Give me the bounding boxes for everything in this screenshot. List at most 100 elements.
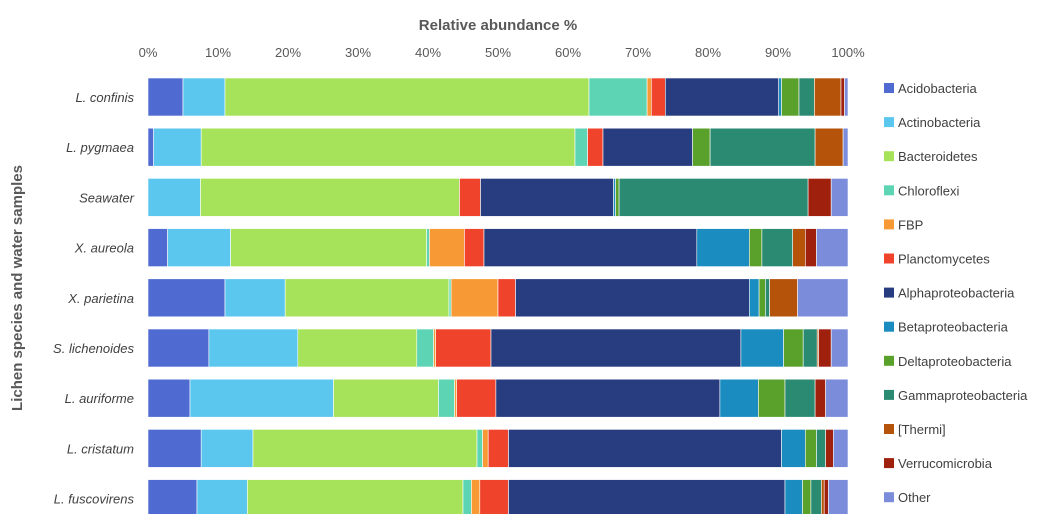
category-label: L. pygmaea xyxy=(66,140,134,155)
bar-segment xyxy=(587,127,604,167)
bar-segment xyxy=(758,378,786,418)
bar-segment xyxy=(200,429,254,468)
category-label: L. fuscovirens xyxy=(54,492,135,507)
bar-segment xyxy=(832,429,849,468)
bar-segment xyxy=(416,328,434,368)
bar-segment xyxy=(462,479,472,514)
legend-swatch xyxy=(884,287,894,298)
bar-segment xyxy=(438,378,455,418)
x-tick-label: 0% xyxy=(139,45,158,60)
bar-segment xyxy=(783,328,804,368)
bar-segment xyxy=(167,228,231,267)
category-labels: L. confinis L. pygmaea Seawater X. aureola X… xyxy=(53,90,135,507)
bar-segment xyxy=(456,378,497,418)
bar-segment xyxy=(497,278,516,318)
category-label: S. lichenoides xyxy=(53,341,134,356)
bar-segment xyxy=(482,429,489,468)
legend-label: Alphaproteobacteria xyxy=(898,286,1015,301)
bar-segment xyxy=(200,127,576,167)
bar-segment xyxy=(804,429,817,468)
legend-label: Verrucomicrobia xyxy=(898,456,993,471)
legend-label: Chloroflexi xyxy=(898,183,960,198)
x-tick-label: 30% xyxy=(345,45,371,60)
category-label: L. cristatum xyxy=(67,441,134,456)
bar-segment xyxy=(781,429,806,468)
legend-label: FBP xyxy=(898,217,923,232)
legend-swatch xyxy=(884,424,894,434)
bar-segment xyxy=(208,328,299,368)
x-tick-label: 80% xyxy=(695,45,721,60)
bar-segment xyxy=(830,178,849,217)
x-tick-label: 10% xyxy=(205,45,231,60)
bar-segment xyxy=(200,178,460,217)
category-label: X. parietina xyxy=(67,291,134,306)
bar-segment xyxy=(825,378,849,418)
bar-segment xyxy=(471,479,481,514)
legend-swatch xyxy=(884,458,894,469)
bar-segment xyxy=(483,228,698,267)
bar-segment xyxy=(823,479,829,514)
bar-segment xyxy=(802,328,818,368)
bar-segment xyxy=(798,77,815,117)
x-tick-label: 60% xyxy=(555,45,581,60)
x-tick-label: 70% xyxy=(625,45,651,60)
bar-segment xyxy=(508,479,786,514)
category-label: X. aureola xyxy=(74,241,134,256)
bar-segment xyxy=(810,479,822,514)
legend-swatch xyxy=(884,151,894,162)
bar-segment xyxy=(224,77,590,117)
bar-segment xyxy=(196,479,248,514)
bar-segment xyxy=(147,77,184,117)
bar-segment xyxy=(284,278,450,318)
bar-segment xyxy=(153,127,202,167)
bar-segment xyxy=(435,328,492,368)
bar-segment xyxy=(692,127,711,167)
y-axis-label: Lichen species and water samples xyxy=(9,165,26,411)
bar-segment xyxy=(719,378,759,418)
bar-segment xyxy=(450,278,499,318)
bar-segment xyxy=(765,278,770,318)
legend-label: [Thermi] xyxy=(898,422,946,437)
bar-segment xyxy=(454,378,458,418)
bar-segment xyxy=(426,228,430,267)
bar-segment xyxy=(830,328,849,368)
bar-segment xyxy=(333,378,439,418)
bar-segment xyxy=(480,178,614,217)
bar-segment xyxy=(147,378,191,418)
bar-segment xyxy=(508,429,782,468)
bar-segment xyxy=(828,479,849,514)
bar-segment xyxy=(781,77,800,117)
bar-segment xyxy=(784,378,816,418)
bar-segment xyxy=(448,278,452,318)
legend-label: Gammaproteobacteria xyxy=(898,388,1028,403)
bar-segment xyxy=(802,479,812,514)
bar-segment xyxy=(664,77,779,117)
legend-swatch xyxy=(884,355,894,366)
x-tick-label: 50% xyxy=(485,45,511,60)
bar-segment xyxy=(247,479,464,514)
bar-segment xyxy=(224,278,286,318)
bar-segment xyxy=(615,178,620,217)
category-label: Seawater xyxy=(79,190,135,205)
bar-segment xyxy=(147,228,168,267)
chart-title: Relative abundance % xyxy=(419,17,577,34)
legend-swatch xyxy=(884,389,894,400)
bar-segment xyxy=(709,127,816,167)
bar-segment xyxy=(433,328,437,368)
bar-segment xyxy=(147,127,154,167)
bar-segment xyxy=(748,278,760,318)
bar-segment xyxy=(574,127,588,167)
legend-label: Deltaproteobacteria xyxy=(898,354,1012,369)
x-tick-label: 90% xyxy=(765,45,791,60)
bar-segment xyxy=(297,328,418,368)
bar-segment xyxy=(807,178,832,217)
bar-segment xyxy=(840,77,845,117)
bar-segment xyxy=(230,228,427,267)
bar-segment xyxy=(464,228,485,267)
bar-segment xyxy=(804,228,817,267)
bar-segment xyxy=(618,178,809,217)
legend-swatch xyxy=(884,253,894,264)
legend-label: Actinobacteria xyxy=(898,115,981,130)
bar-segment xyxy=(740,328,784,368)
bar-segment xyxy=(844,77,849,117)
